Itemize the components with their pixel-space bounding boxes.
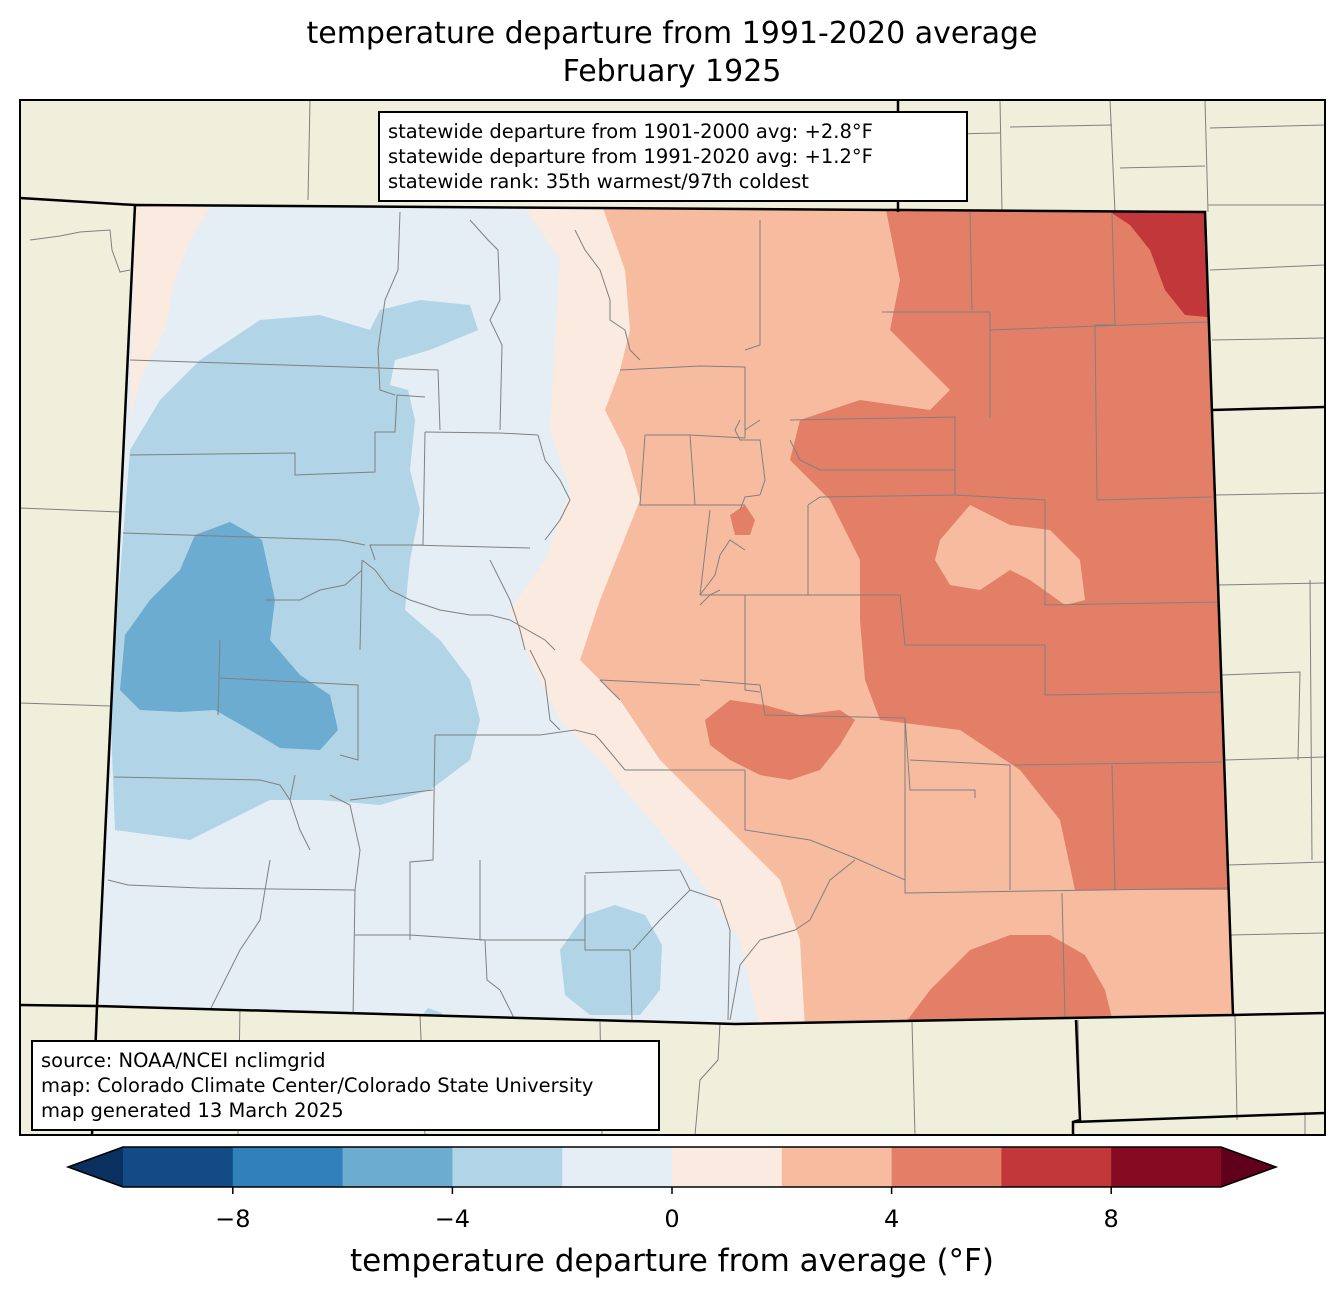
state-boundaries [20, 100, 1325, 1135]
map-credit-line: map: Colorado Climate Center/Colorado St… [41, 1074, 594, 1097]
colorbar-tick-label: 8 [1103, 1205, 1119, 1233]
neighbor-county-lines [20, 100, 1325, 1135]
colorbar-swatch [672, 1147, 783, 1187]
colorbar-under-arrow [68, 1147, 123, 1187]
nebraska-kansas-boundary [1211, 405, 1325, 412]
colorbar-swatch [781, 1147, 893, 1187]
contour-4-to-6-central [705, 700, 855, 780]
colorbar-tick-label: 4 [883, 1205, 900, 1233]
stats-line-rank: statewide rank: 35th warmest/97th coldes… [388, 170, 809, 193]
colorbar-swatch [891, 1147, 1002, 1187]
generated-date-line: map generated 13 March 2025 [41, 1099, 344, 1122]
colorbar-swatch [452, 1147, 563, 1187]
kansas-oklahoma-boundary [1232, 1011, 1325, 1017]
colorbar-swatch [1001, 1147, 1112, 1187]
stats-line-1901-2000: statewide departure from 1901-2000 avg: … [388, 120, 873, 143]
contour-minus4-to-minus6 [120, 522, 338, 750]
colorbar-over-arrow [1221, 1147, 1276, 1187]
contour-2-to-4-pocket [935, 505, 1085, 605]
colorado-boundary [95, 203, 1235, 1026]
colorbar-outline [65, 1146, 1279, 1188]
contour-0-to-2-northwest [130, 205, 210, 420]
source-box: source: NOAA/NCEI nclimgrid map: Colorad… [31, 1040, 660, 1131]
statewide-stats-box: statewide departure from 1901-2000 avg: … [378, 111, 968, 202]
colorbar-tick-label: −4 [434, 1205, 471, 1233]
colorbar-label: temperature departure from average (°F) [350, 1243, 994, 1279]
colorbar-swatch [562, 1147, 673, 1187]
stats-line-1991-2020: statewide departure from 1991-2020 avg: … [388, 145, 873, 168]
oklahoma-texas-boundary [1072, 1111, 1325, 1124]
wyoming-utah-boundary [20, 196, 136, 207]
colorbar-swatch [342, 1147, 453, 1187]
county-lines [107, 211, 1231, 1021]
colorbar [65, 1146, 1279, 1194]
map-title: temperature departure from 1991-2020 ave… [306, 16, 1038, 51]
map-frame [19, 99, 1326, 1136]
colorbar-tick-label: −8 [215, 1205, 251, 1233]
contour-4-to-6-south [900, 935, 1115, 1024]
contour-4-to-6-denver [730, 505, 755, 535]
map-panel [20, 100, 1325, 1135]
colorbar-swatch [123, 1147, 234, 1187]
source-line: source: NOAA/NCEI nclimgrid [41, 1049, 326, 1072]
map-subtitle: February 1925 [562, 54, 782, 89]
colorbar-tick-label: 0 [664, 1205, 680, 1233]
colorbar-swatch [1111, 1147, 1222, 1187]
colorbar-swatch [232, 1147, 344, 1187]
utah-arizona-boundary [20, 1003, 98, 1008]
